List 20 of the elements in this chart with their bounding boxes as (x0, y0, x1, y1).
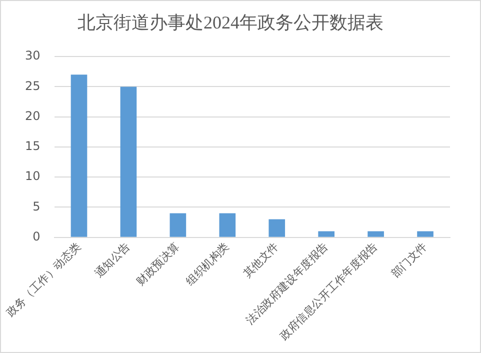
bar (70, 74, 88, 237)
y-tick-label: 30 (24, 48, 40, 63)
bar (368, 231, 384, 237)
y-tick-label: 25 (24, 78, 40, 93)
x-tick-label: 其他文件 (240, 240, 282, 280)
bar (219, 213, 236, 237)
bar (268, 219, 286, 237)
y-tick-label: 5 (32, 199, 40, 214)
bar (318, 231, 334, 237)
bar (417, 231, 434, 237)
bar (120, 86, 137, 237)
y-tick-label: 15 (24, 139, 40, 154)
x-tick-label: 部门文件 (389, 240, 430, 280)
x-tick-label: 财政预决算 (134, 240, 182, 288)
x-tick-label: 组织机构类 (183, 240, 232, 288)
y-tick-label: 20 (24, 108, 40, 123)
bar (170, 213, 186, 237)
chart-title: 北京街道办事处2024年政务公开数据表 (78, 12, 384, 33)
x-tick-label: 通知公告 (92, 240, 133, 280)
y-tick-label: 10 (24, 169, 40, 184)
